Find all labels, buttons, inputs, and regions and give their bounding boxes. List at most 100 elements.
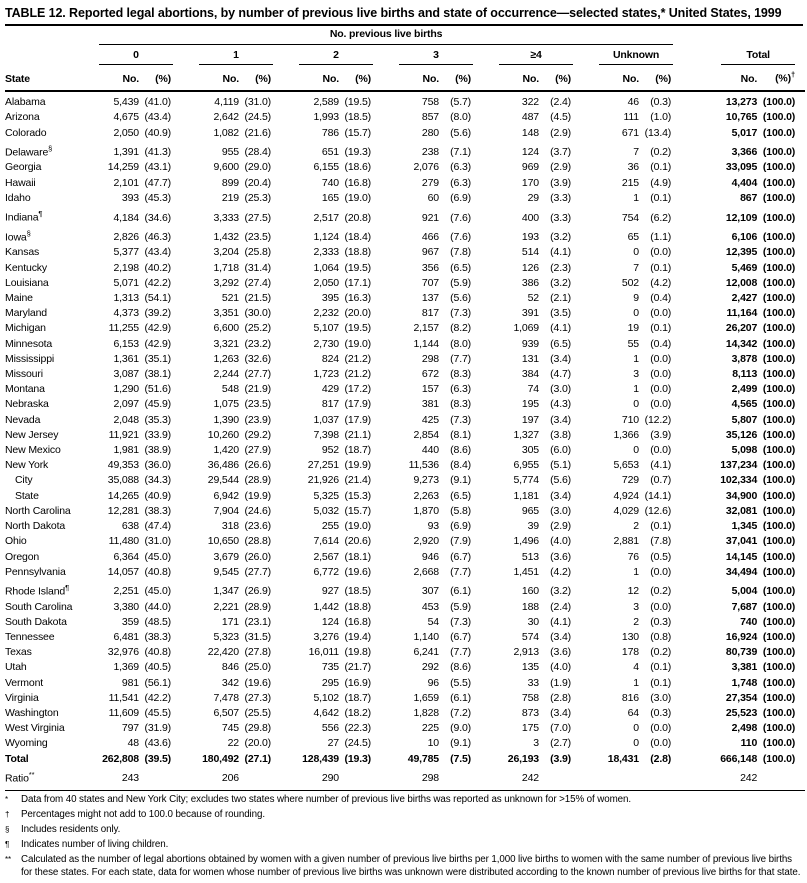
no-cell: 1,140 — [413, 631, 439, 644]
pct-cell: (41.3) — [144, 146, 171, 159]
table-row: North Dakota 638 (47.4) 318 (23.6) 255 (19.0) 9… — [5, 519, 805, 534]
pct-cell: (21.9) — [244, 383, 271, 396]
pct-cell: (1.9) — [550, 676, 571, 689]
pct-cell: (16.8) — [344, 176, 371, 189]
no-cell: 292 — [421, 661, 439, 674]
no-cell: 16,011 — [308, 646, 340, 659]
group-header-4plus: ≥4 — [491, 45, 591, 67]
pct-cell: (3.9) — [550, 176, 571, 189]
spanner-row: No. previous live births — [5, 27, 805, 46]
state-label: New Jersey — [5, 428, 59, 441]
no-cell: 2,251 — [113, 585, 139, 598]
group-header-unknown: Unknown — [591, 45, 691, 67]
pct-cell: (42.9) — [144, 322, 171, 335]
no-cell: 12,281 — [107, 504, 139, 517]
table-row: Delaware§ 1,391 (41.3) 955 (28.4) 651 (19.3) 23… — [5, 141, 805, 161]
pct-cell: (7.8) — [650, 535, 672, 548]
pct-cell: (19.3) — [344, 752, 371, 765]
pct-cell: (100.0) — [762, 337, 796, 350]
state-label: Tennessee — [5, 631, 55, 644]
pct-cell: (42.9) — [144, 337, 171, 350]
pct-cell: (19.6) — [244, 676, 271, 689]
footnote: ** Calculated as the number of legal abor… — [5, 854, 805, 879]
no-cell: 1,993 — [313, 111, 339, 124]
no-cell: 295 — [321, 676, 339, 689]
footnote-marker: ** — [5, 854, 12, 864]
ratio-empty — [239, 766, 291, 791]
pct-cell: (30.0) — [244, 307, 271, 320]
pct-cell: (0.2) — [650, 585, 672, 598]
pct-cell: (0.0) — [650, 737, 672, 750]
ratio-footnote-marker: ** — [28, 769, 35, 779]
pct-cell: (3.4) — [550, 352, 571, 365]
pct-cell: (0.1) — [650, 322, 672, 335]
pct-cell: (40.2) — [144, 261, 171, 274]
no-cell: 0 — [633, 737, 639, 750]
pct-cell: (31.0) — [244, 96, 271, 109]
footnote: * Data from 40 states and New York City; … — [5, 794, 805, 807]
no-cell: 921 — [421, 211, 439, 224]
no-cell: 817 — [321, 398, 339, 411]
no-cell: 124 — [321, 615, 339, 628]
no-cell: 157 — [421, 383, 439, 396]
pct-cell: (41.0) — [144, 96, 171, 109]
pct-cell: (100.0) — [762, 292, 796, 305]
no-cell: 967 — [421, 246, 439, 259]
total-row-label: Total — [5, 752, 29, 765]
pct-header-1: (%) — [239, 67, 291, 93]
pct-cell: (100.0) — [762, 474, 796, 487]
no-cell: 22,420 — [207, 646, 239, 659]
no-cell: 786 — [321, 126, 339, 139]
no-cell: 2,263 — [413, 489, 439, 502]
pct-cell: (2.1) — [550, 292, 571, 305]
pct-cell: (19.9) — [244, 489, 271, 502]
no-cell: 2,589 — [313, 96, 339, 109]
pct-cell: (18.8) — [344, 600, 371, 613]
pct-cell: (100.0) — [762, 459, 796, 472]
pct-cell: (0.7) — [650, 474, 672, 487]
pct-cell: (0.1) — [650, 261, 672, 274]
pct-cell: (38.3) — [144, 631, 171, 644]
table-row: Iowa§ 2,826 (46.3) 1,432 (23.5) 1,124 (18.4) 46… — [5, 226, 805, 246]
no-cell: 11,164 — [726, 307, 758, 320]
no-cell: 2,499 — [731, 383, 758, 396]
pct-cell: (34.3) — [144, 474, 171, 487]
no-cell: 391 — [521, 307, 539, 320]
no-cell: 10 — [427, 737, 440, 750]
state-label: North Dakota — [5, 520, 66, 533]
pct-cell: (6.0) — [550, 444, 571, 457]
pct-cell: (12.2) — [644, 413, 672, 426]
group-header-1: 1 — [191, 45, 291, 67]
state-label: Maryland — [5, 307, 47, 320]
pct-cell: (20.8) — [344, 211, 371, 224]
pct-cell: (31.9) — [144, 722, 171, 735]
no-cell: 1 — [633, 676, 639, 689]
pct-cell: (0.1) — [650, 161, 672, 174]
state-label: West Virginia — [5, 722, 65, 735]
pct-cell: (15.3) — [344, 489, 371, 502]
no-cell: 39 — [527, 520, 540, 533]
state-label: Kansas — [5, 246, 40, 259]
footnote: † Percentages might not add to 100.0 beca… — [5, 809, 805, 822]
ratio-empty — [539, 766, 591, 791]
no-cell: 745 — [221, 722, 239, 735]
pct-cell: (100.0) — [762, 550, 796, 563]
state-label: Hawaii — [5, 176, 36, 189]
pct-cell: (17.9) — [344, 398, 371, 411]
no-cell: 955 — [221, 146, 239, 159]
pct-cell: (6.2) — [650, 211, 672, 224]
table-row: Kansas 5,377 (43.4) 3,204 (25.8) 2,333 (18.8) 9… — [5, 245, 805, 260]
state-label: Virginia — [5, 691, 39, 704]
no-cell: 1,263 — [213, 352, 239, 365]
no-cell: 3,276 — [313, 631, 339, 644]
no-cell: 137 — [421, 292, 439, 305]
no-cell: 195 — [521, 398, 539, 411]
table-row: Texas 32,976 (40.8) 22,420 (27.8) 16,011 (19.8… — [5, 645, 805, 660]
pct-cell: (23.5) — [244, 231, 271, 244]
no-cell: 3,292 — [213, 276, 239, 289]
no-cell: 400 — [521, 211, 539, 224]
table-row: City 35,088 (34.3) 29,544 (28.9) 21,926 (21.4)… — [5, 473, 805, 488]
no-cell: 11,536 — [408, 459, 440, 472]
no-cell: 32,081 — [725, 504, 758, 517]
no-cell: 1,828 — [413, 707, 439, 720]
